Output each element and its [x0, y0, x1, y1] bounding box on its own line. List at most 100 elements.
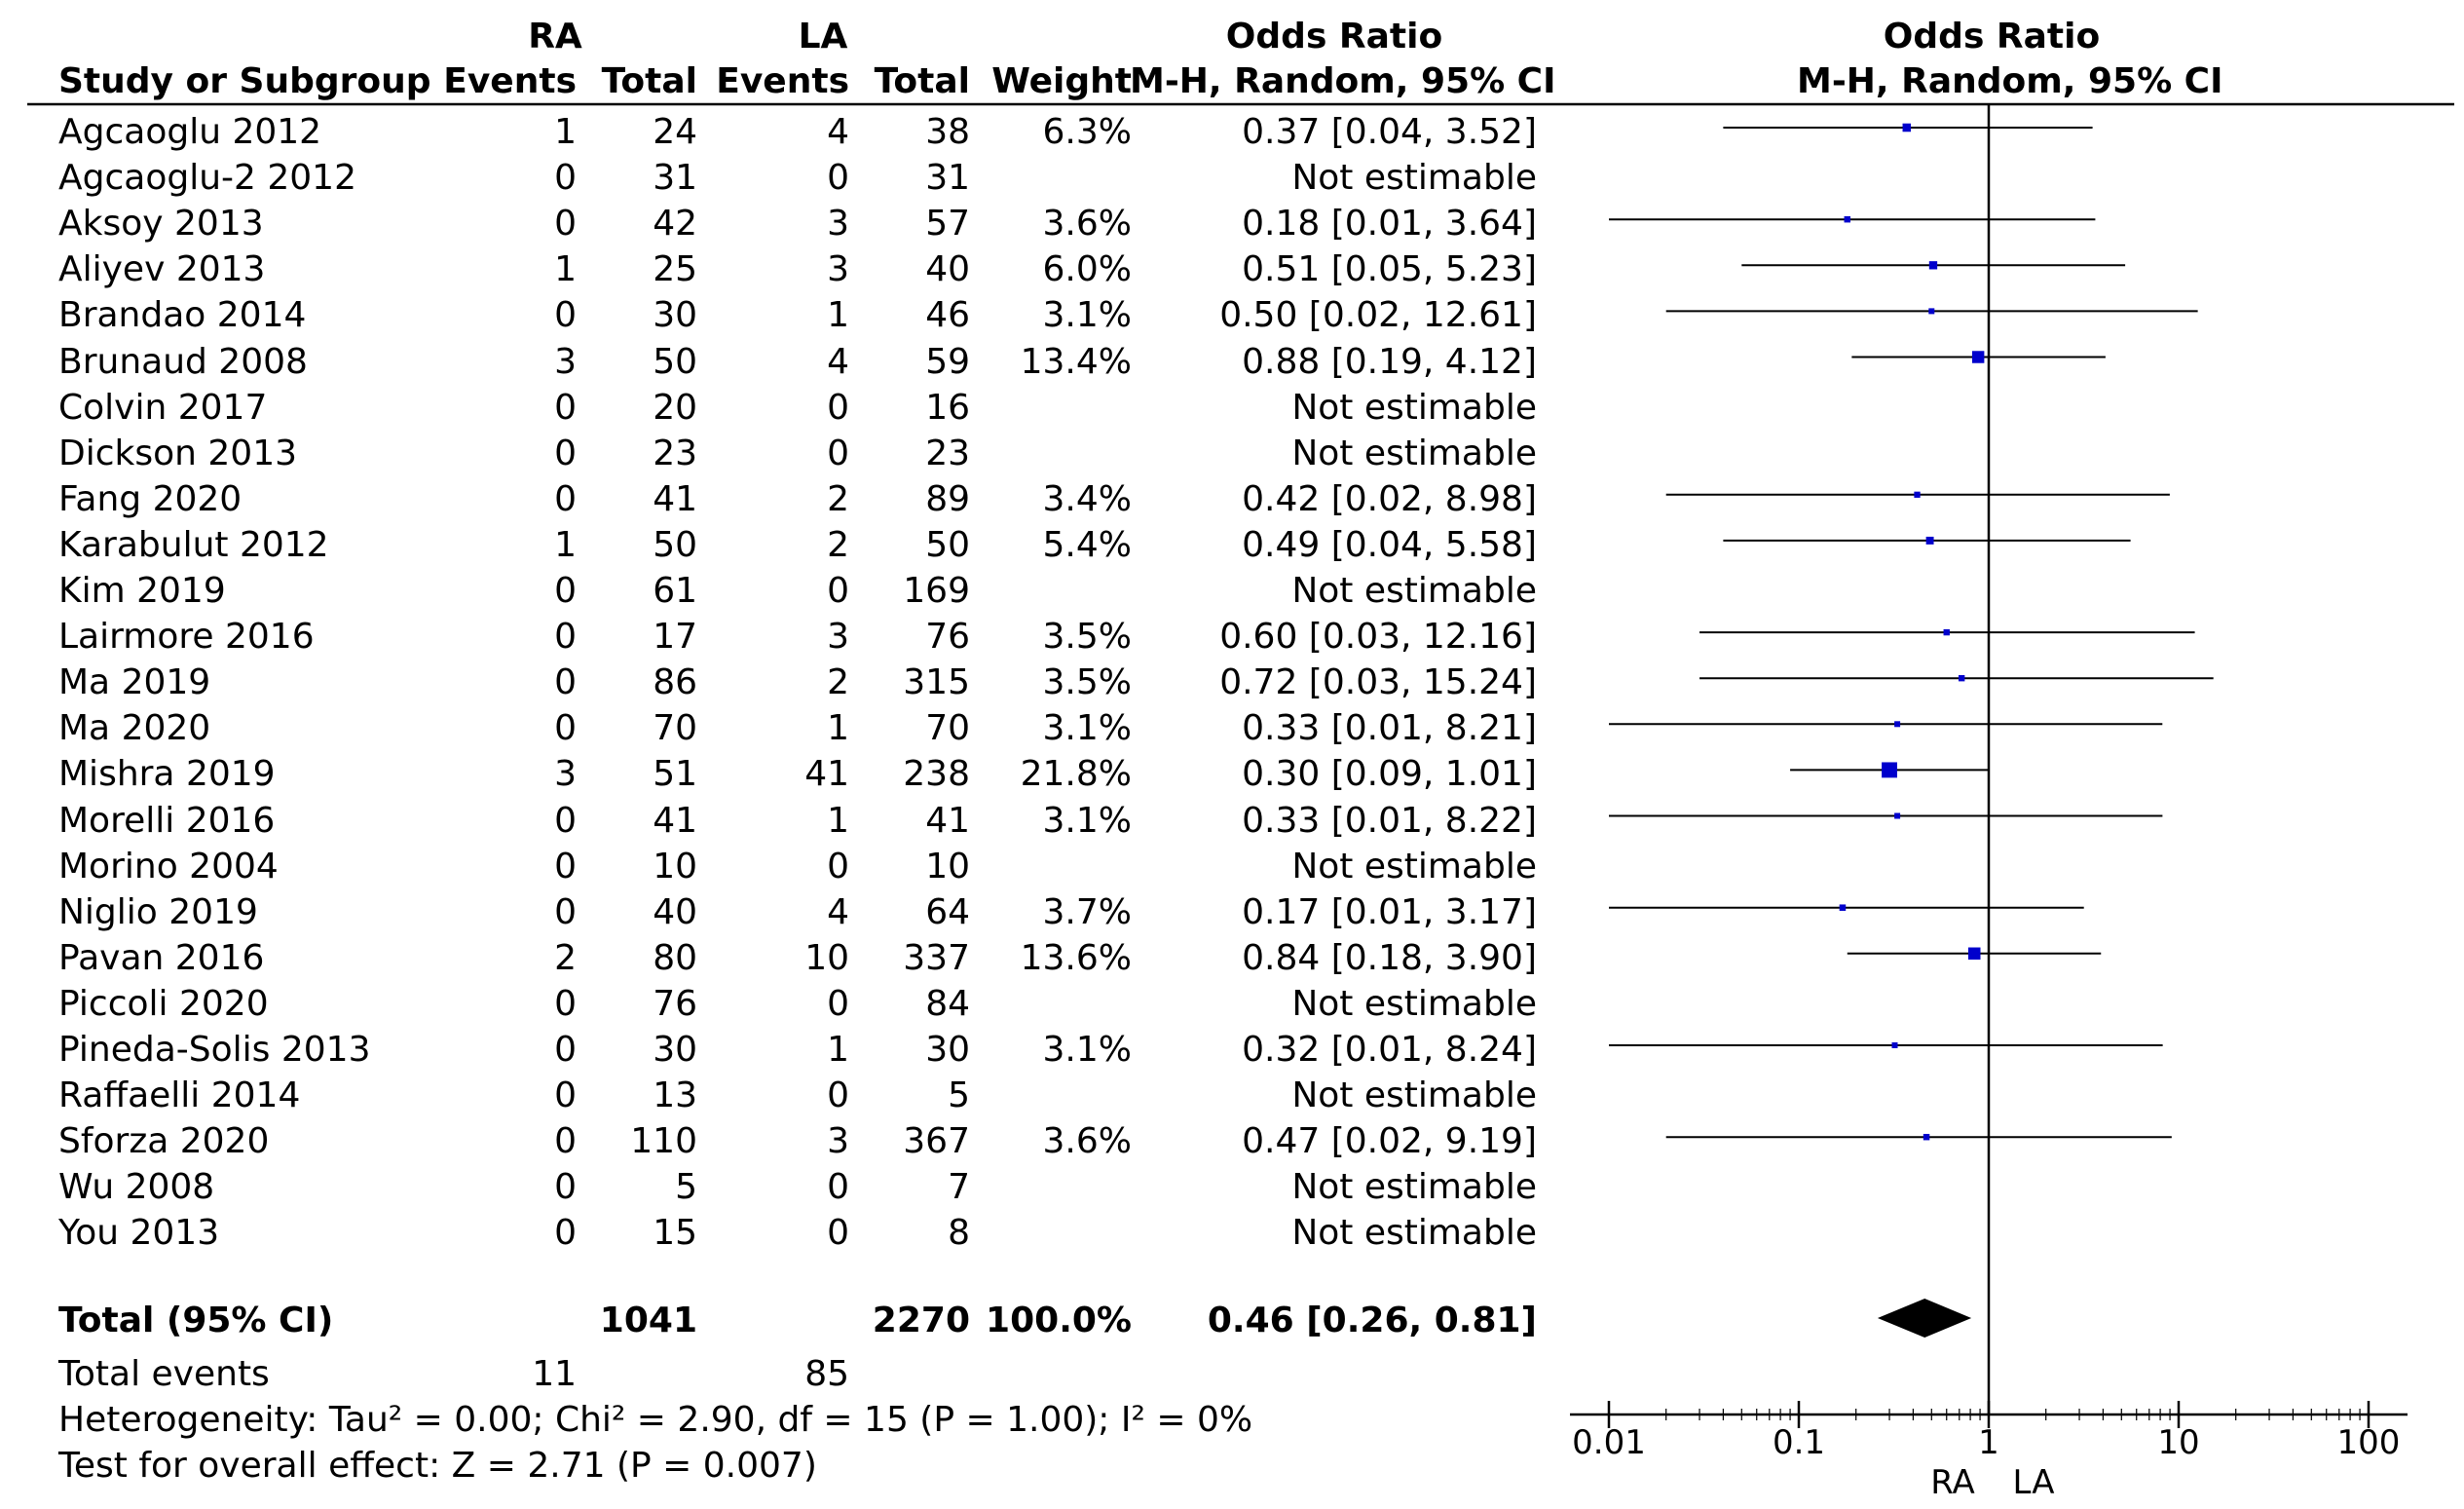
weight: 3.1% [1042, 1030, 1132, 1070]
ra-events: 0 [554, 387, 577, 428]
point-estimate-marker [1839, 904, 1847, 911]
total-la-total: 2270 [872, 1301, 970, 1340]
point-estimate-marker [1894, 721, 1901, 728]
ci-text: 0.17 [0.01, 3.17] [1242, 891, 1537, 932]
study-name: Morino 2004 [58, 846, 279, 887]
la-total: 41 [925, 800, 970, 841]
la-events: 10 [804, 937, 849, 978]
ra-events: 0 [554, 571, 577, 611]
ra-total: 41 [653, 478, 697, 519]
total-ci-text: 0.46 [0.26, 0.81] [1207, 1301, 1537, 1340]
la-total: 16 [925, 387, 970, 428]
la-events: 0 [827, 571, 849, 611]
weight: 6.0% [1042, 249, 1132, 290]
la-total: 169 [903, 571, 970, 611]
study-name: Kim 2019 [58, 571, 226, 611]
point-estimate-marker [1967, 947, 1981, 961]
ra-events: 1 [554, 249, 577, 290]
ci-text: Not estimable [1291, 158, 1537, 199]
ra-total: 17 [653, 617, 697, 658]
la-events: 0 [827, 158, 849, 199]
point-estimate-marker [1902, 123, 1912, 132]
weight: 3.4% [1042, 478, 1132, 519]
header-plot-method: M-H, Random, 95% CI [1797, 61, 2223, 101]
ra-total: 25 [653, 249, 697, 290]
study-name: Sforza 2020 [58, 1121, 270, 1162]
study-name: Brandao 2014 [58, 295, 307, 336]
ra-total: 42 [653, 204, 697, 245]
la-events: 0 [827, 1213, 849, 1254]
la-events: 1 [827, 800, 849, 841]
x-axis: 0.01 0.1 1 10 100 [1570, 1401, 2408, 1462]
la-events: 0 [827, 433, 849, 473]
ci-text: 0.18 [0.01, 3.64] [1242, 204, 1537, 245]
ci-text: Not estimable [1291, 1213, 1537, 1254]
header-study-col: Study or Subgroup [58, 61, 431, 101]
ra-total: 110 [630, 1121, 697, 1162]
x-tick-label: 100 [2337, 1423, 2401, 1462]
study-name: Raffaelli 2014 [58, 1075, 301, 1116]
ra-events: 0 [554, 158, 577, 199]
plot-marks [1609, 104, 2214, 1415]
weight: 3.5% [1042, 662, 1132, 703]
la-events: 0 [827, 387, 849, 428]
ra-events: 0 [554, 433, 577, 473]
la-events: 2 [827, 478, 849, 519]
ra-events: 0 [554, 1121, 577, 1162]
weight: 3.1% [1042, 708, 1132, 749]
la-events: 0 [827, 1075, 849, 1116]
la-total: 367 [903, 1121, 970, 1162]
ci-text: Not estimable [1291, 1167, 1537, 1208]
ra-events: 0 [554, 708, 577, 749]
ra-events: 0 [554, 1167, 577, 1208]
study-name: Ma 2019 [58, 662, 211, 703]
ra-total: 80 [653, 937, 697, 978]
favours-left-label: RA [1930, 1463, 1975, 1502]
point-estimate-marker [1928, 261, 1938, 270]
study-name: Lairmore 2016 [58, 617, 315, 658]
study-name: Piccoli 2020 [58, 983, 269, 1024]
ra-events: 0 [554, 662, 577, 703]
ci-text: Not estimable [1291, 387, 1537, 428]
header-la-total: Total [874, 61, 970, 101]
point-estimate-marker [1971, 351, 1985, 363]
ci-text: 0.49 [0.04, 5.58] [1242, 524, 1537, 565]
x-tick-label: 0.1 [1773, 1423, 1825, 1462]
la-total: 64 [925, 891, 970, 932]
header-ra-events: Events [443, 61, 577, 101]
la-total: 5 [948, 1075, 970, 1116]
ra-total: 51 [653, 754, 697, 795]
pooled-diamond [1877, 1299, 1972, 1338]
la-total: 84 [925, 983, 970, 1024]
la-total: 46 [925, 295, 970, 336]
weight: 3.1% [1042, 800, 1132, 841]
weight: 3.7% [1042, 891, 1132, 932]
study-name: Pavan 2016 [58, 937, 265, 978]
ra-total: 70 [653, 708, 697, 749]
header-group-la: LA [798, 17, 848, 57]
weight: 5.4% [1042, 524, 1132, 565]
study-name: Aliyev 2013 [58, 249, 266, 290]
la-events: 3 [827, 1121, 849, 1162]
study-name: Karabulut 2012 [58, 524, 329, 565]
ra-events: 0 [554, 478, 577, 519]
total-events-la: 85 [804, 1354, 849, 1394]
point-estimate-marker [1925, 536, 1934, 545]
study-name: Ma 2020 [58, 708, 211, 749]
x-tick-label: 10 [2157, 1423, 2199, 1462]
weight: 3.6% [1042, 204, 1132, 245]
point-estimate-marker [1943, 628, 1950, 636]
ci-text: 0.37 [0.04, 3.52] [1242, 112, 1537, 152]
ra-total: 76 [653, 983, 697, 1024]
point-estimate-marker [1958, 675, 1965, 682]
study-name: Morelli 2016 [58, 800, 276, 841]
ra-events: 0 [554, 846, 577, 887]
ci-text: 0.50 [0.02, 12.61] [1219, 295, 1537, 336]
la-events: 2 [827, 662, 849, 703]
point-estimate-marker [1844, 215, 1851, 223]
ci-text: 0.33 [0.01, 8.22] [1242, 800, 1537, 841]
ci-text: 0.47 [0.02, 9.19] [1242, 1121, 1537, 1162]
ra-events: 0 [554, 1030, 577, 1070]
weight: 21.8% [1020, 754, 1132, 795]
